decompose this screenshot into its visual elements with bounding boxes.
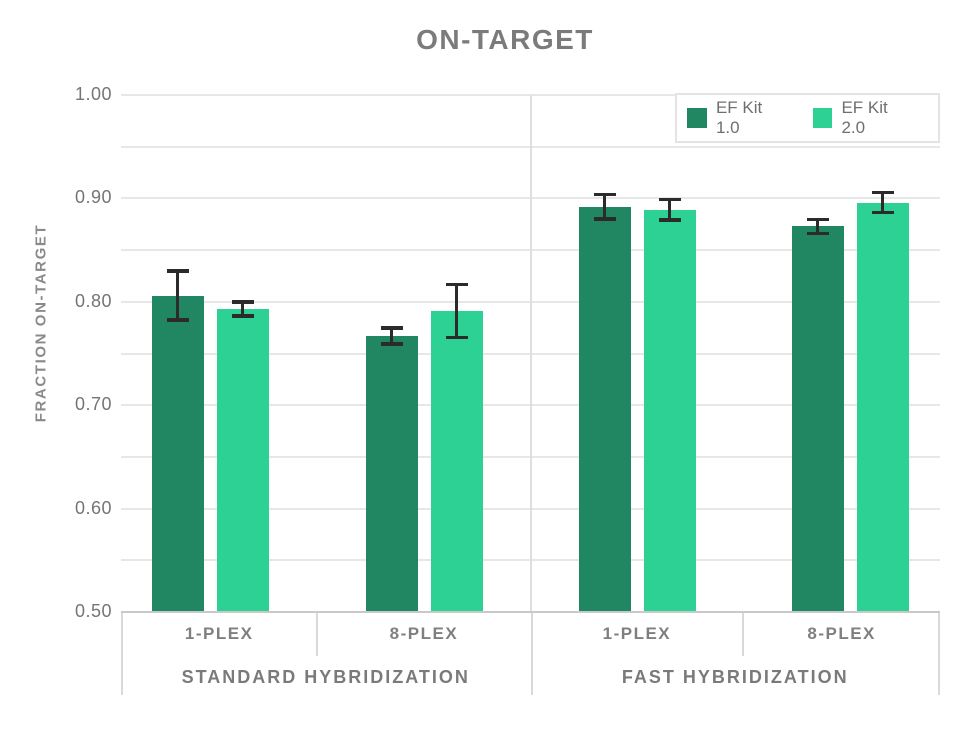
x-category-label-fast-hybridization-8-plex: 8-PLEX	[807, 624, 876, 643]
bar-standard-hybridization-8-plex-ef-kit-2-0-error-line	[454, 284, 459, 338]
bar-fast-hybridization-1-plex-ef-kit-1-0-error-cap-bottom	[593, 217, 616, 221]
y-tick-label-0.60: 0.60	[74, 497, 112, 518]
bar-standard-hybridization-1-plex-ef-kit-1-0-error-cap-bottom	[166, 318, 189, 322]
bar-standard-hybridization-1-plex-ef-kit-1-0-error-line	[175, 270, 180, 321]
y-tick-label-0.50: 0.50	[74, 601, 112, 621]
bar-fast-hybridization-1-plex-ef-kit-1-0	[578, 206, 631, 612]
x-axis-tick-major-1	[530, 613, 533, 695]
x-axis-line	[121, 611, 940, 613]
legend-item-ef-kit-2-0: EF Kit 2.0	[812, 98, 917, 138]
legend-item-ef-kit-1-0: EF Kit 1.0	[687, 98, 791, 138]
x-group-label-fast-hybridization: FAST HYBRIDIZATION	[621, 667, 849, 687]
x-category-label-standard-hybridization-8-plex: 8-PLEX	[389, 624, 459, 643]
bar-fast-hybridization-1-plex-ef-kit-2-0-error-cap-top	[658, 197, 681, 202]
legend: EF Kit 1.0 EF Kit 2.0	[675, 93, 940, 143]
bar-fast-hybridization-8-plex-ef-kit-1-0-error-cap-bottom	[806, 231, 829, 236]
bar-standard-hybridization-1-plex-ef-kit-2-0	[216, 309, 269, 612]
bar-standard-hybridization-8-plex-ef-kit-2-0-error-cap-bottom	[445, 335, 468, 340]
bar-standard-hybridization-1-plex-ef-kit-2-0-error-line	[240, 301, 245, 317]
bar-fast-hybridization-1-plex-ef-kit-1-0-error-cap-top	[593, 192, 616, 197]
y-tick-label-0.90: 0.90	[74, 187, 112, 208]
x-group-label-standard-hybridization: STANDARD HYBRIDIZATION	[181, 667, 470, 687]
legend-swatch-ef-kit-1-0	[687, 108, 707, 128]
bar-fast-hybridization-1-plex-ef-kit-2-0-error-cap-bottom	[658, 218, 681, 222]
legend-swatch-ef-kit-2-0	[812, 108, 833, 128]
plot-area	[121, 94, 940, 612]
bar-fast-hybridization-8-plex-ef-kit-1-0	[791, 226, 844, 612]
bar-standard-hybridization-8-plex-ef-kit-1-0-error-cap-top	[380, 326, 403, 330]
legend-label-ef-kit-2-0: EF Kit 2.0	[841, 98, 888, 137]
bar-standard-hybridization-1-plex-ef-kit-1-0-error-cap-top	[166, 269, 189, 273]
x-category-label-fast-hybridization-1-plex: 1-PLEX	[602, 624, 672, 643]
bar-fast-hybridization-1-plex-ef-kit-2-0	[643, 209, 696, 612]
bar-fast-hybridization-8-plex-ef-kit-1-0-error-line	[815, 219, 820, 234]
bar-standard-hybridization-1-plex-ef-kit-2-0-error-cap-top	[231, 300, 254, 304]
chart-title: ON-TARGET	[416, 24, 594, 55]
y-tick-label-1.00: 1.00	[74, 84, 112, 104]
bar-fast-hybridization-1-plex-ef-kit-2-0-error-line	[667, 199, 672, 221]
x-axis-tick-major-2	[938, 613, 940, 695]
x-axis-tick-minor-1	[742, 613, 745, 656]
group-divider	[529, 95, 532, 612]
bar-fast-hybridization-8-plex-ef-kit-2-0-error-cap-bottom	[871, 210, 894, 215]
bar-fast-hybridization-8-plex-ef-kit-2-0-error-cap-top	[871, 190, 894, 195]
legend-label-ef-kit-1-0: EF Kit 1.0	[715, 98, 763, 137]
bar-standard-hybridization-8-plex-ef-kit-2-0	[430, 311, 483, 612]
bar-standard-hybridization-8-plex-ef-kit-1-0-error-cap-bottom	[380, 342, 403, 346]
bar-fast-hybridization-8-plex-ef-kit-1-0-error-cap-top	[806, 217, 829, 222]
x-category-label-standard-hybridization-1-plex: 1-PLEX	[184, 624, 254, 643]
bar-standard-hybridization-8-plex-ef-kit-1-0	[365, 335, 418, 612]
bar-standard-hybridization-8-plex-ef-kit-2-0-error-cap-top	[445, 282, 468, 287]
bar-fast-hybridization-8-plex-ef-kit-2-0-error-line	[880, 192, 885, 213]
bar-fast-hybridization-1-plex-ef-kit-1-0-error-line	[602, 194, 607, 220]
bar-standard-hybridization-1-plex-ef-kit-2-0-error-cap-bottom	[231, 314, 254, 318]
y-tick-label-0.70: 0.70	[74, 394, 112, 415]
y-axis-title: FRACTION ON-TARGET	[32, 223, 50, 423]
bar-standard-hybridization-1-plex-ef-kit-1-0	[151, 295, 204, 612]
bar-standard-hybridization-8-plex-ef-kit-1-0-error-line	[389, 327, 394, 345]
y-tick-label-0.80: 0.80	[74, 290, 112, 311]
x-axis-tick-minor-0	[316, 613, 319, 656]
bar-fast-hybridization-8-plex-ef-kit-2-0	[856, 202, 909, 612]
x-axis-tick-major-0	[121, 613, 123, 695]
